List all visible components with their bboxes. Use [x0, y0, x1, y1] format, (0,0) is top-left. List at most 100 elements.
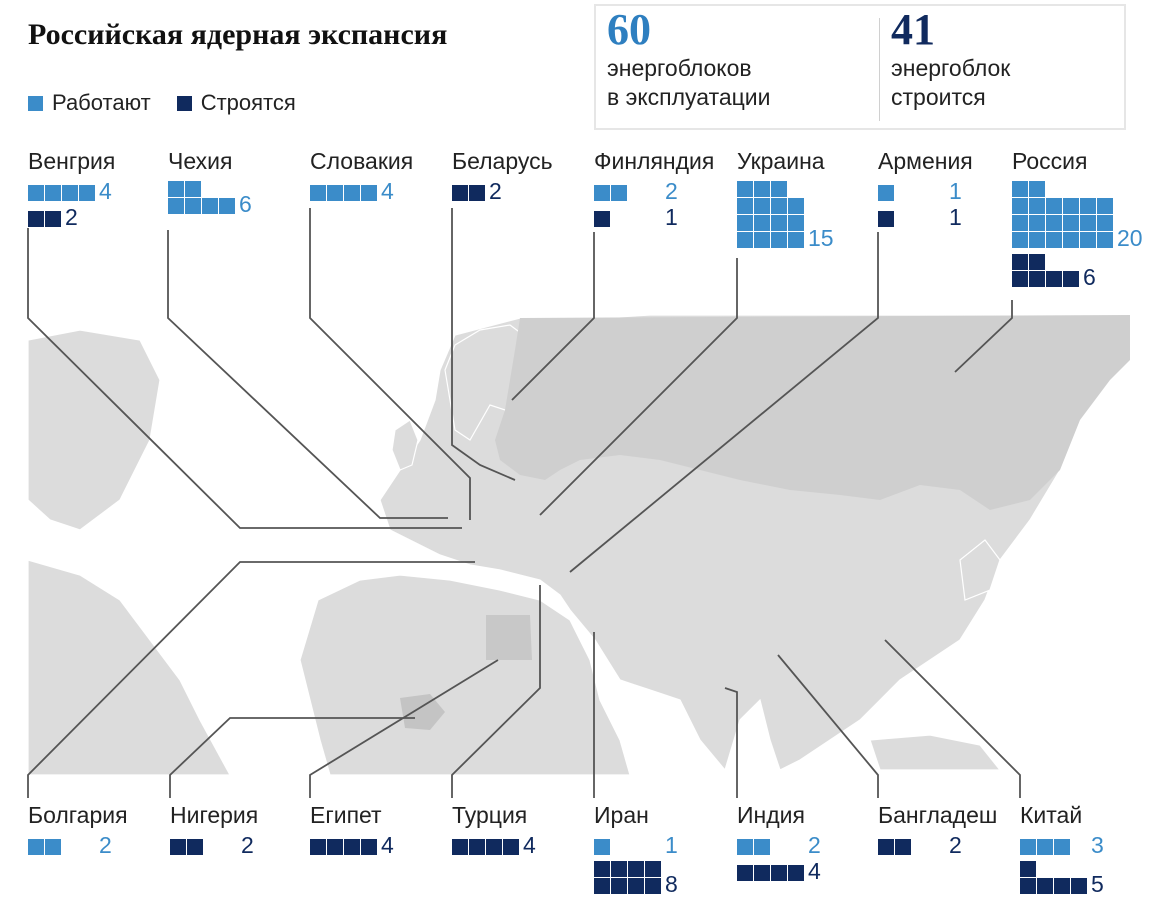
country-label: Беларусь 2 — [452, 146, 553, 204]
operating-unit-block — [45, 185, 61, 201]
building-unit-block — [170, 839, 186, 855]
operating-unit-block — [1063, 198, 1079, 214]
operating-unit-block — [1054, 839, 1070, 855]
building-unit-block — [503, 839, 519, 855]
building-unit-block — [1046, 271, 1062, 287]
operating-unit-block — [1037, 839, 1053, 855]
country-label: Словакия 4 — [310, 146, 413, 204]
operating-unit-block — [1029, 181, 1045, 197]
stat-building-line1: энергоблок — [891, 55, 1011, 81]
operating-unit-block — [1029, 232, 1045, 248]
country-name: Иран — [594, 802, 649, 828]
operating-blocks — [737, 181, 804, 248]
building-unit-block — [628, 861, 644, 877]
operating-unit-block — [1097, 232, 1113, 248]
stat-building-line2: строится — [891, 84, 986, 110]
building-swatch — [176, 95, 192, 111]
building-unit-block — [594, 878, 610, 894]
operating-unit-block — [62, 185, 78, 201]
building-blocks — [878, 839, 911, 855]
operating-unit-block — [737, 232, 753, 248]
building-count: 5 — [1091, 871, 1104, 897]
operating-unit-block — [788, 198, 804, 214]
country-name: Нигерия — [170, 802, 259, 828]
operating-unit-block — [1012, 198, 1028, 214]
operating-count: 4 — [381, 178, 394, 204]
stat-operating-line1: энергоблоков — [607, 55, 752, 81]
country-name: Украина — [737, 148, 825, 174]
building-blocks — [878, 211, 894, 227]
building-unit-block — [1071, 878, 1087, 894]
building-unit-block — [28, 211, 44, 227]
building-blocks — [1012, 254, 1079, 287]
operating-unit-block — [611, 185, 627, 201]
operating-unit-block — [28, 185, 44, 201]
building-unit-block — [187, 839, 203, 855]
operating-unit-block — [1063, 215, 1079, 231]
building-unit-block — [1012, 271, 1028, 287]
building-unit-block — [1054, 878, 1070, 894]
building-unit-block — [594, 211, 610, 227]
operating-unit-block — [754, 232, 770, 248]
building-unit-block — [469, 185, 485, 201]
country-name: Турция — [452, 802, 528, 828]
nigeria-region — [400, 694, 445, 730]
operating-row: 2 — [28, 834, 128, 857]
operating-blocks — [1020, 839, 1070, 855]
country-label: Турция 4 — [452, 800, 536, 857]
operating-unit-block — [754, 181, 770, 197]
country-name: Индия — [737, 802, 805, 828]
building-row: 2 — [28, 204, 115, 230]
operating-blocks — [594, 839, 610, 855]
operating-unit-block — [754, 215, 770, 231]
building-row: 8 — [594, 861, 678, 896]
country-label: Иран 1 8 — [594, 800, 678, 896]
operating-count: 1 — [949, 178, 962, 204]
country-name: Армения — [878, 148, 973, 174]
leader-belarus — [451, 208, 516, 481]
country-label: Россия 20 6 — [1012, 146, 1143, 289]
building-row: 4 — [452, 834, 536, 857]
operating-unit-block — [878, 185, 894, 201]
leader-hungary — [27, 228, 462, 529]
building-count: 2 — [241, 832, 254, 858]
operating-count: 1 — [665, 832, 678, 858]
building-unit-block — [645, 861, 661, 877]
russia-region — [495, 315, 1130, 510]
country-label: Армения 1 1 — [878, 146, 973, 229]
building-unit-block — [895, 839, 911, 855]
building-unit-block — [594, 861, 610, 877]
land-japan — [959, 539, 1001, 601]
leader-egypt — [309, 659, 499, 798]
leader-ukraine — [539, 258, 738, 516]
operating-row: 4 — [28, 180, 115, 203]
operating-unit-block — [737, 839, 753, 855]
operating-unit-block — [185, 198, 201, 214]
leader-nigeria — [169, 717, 415, 798]
building-count: 2 — [489, 178, 502, 204]
land-indonesia — [869, 734, 1002, 771]
operating-unit-block — [310, 185, 326, 201]
operating-count: 6 — [239, 191, 252, 217]
operating-unit-block — [1080, 215, 1096, 231]
building-unit-block — [754, 865, 770, 881]
building-count: 2 — [65, 204, 78, 230]
leader-china — [884, 639, 1021, 798]
operating-blocks — [594, 185, 627, 201]
building-row: 4 — [310, 832, 394, 858]
operating-count: 15 — [808, 225, 834, 251]
building-row: 2 — [878, 834, 997, 857]
country-name: Россия — [1012, 148, 1088, 174]
land-uk — [391, 419, 419, 471]
building-unit-block — [452, 185, 468, 201]
country-label: Венгрия 4 2 — [28, 146, 115, 230]
operating-unit-block — [771, 198, 787, 214]
operating-blocks — [1012, 181, 1113, 248]
operating-unit-block — [737, 215, 753, 231]
building-blocks — [594, 211, 610, 227]
building-unit-block — [45, 211, 61, 227]
building-row: 1 — [594, 206, 714, 229]
building-count: 4 — [381, 832, 394, 858]
stat-operating-line2: в эксплуатации — [607, 84, 771, 110]
